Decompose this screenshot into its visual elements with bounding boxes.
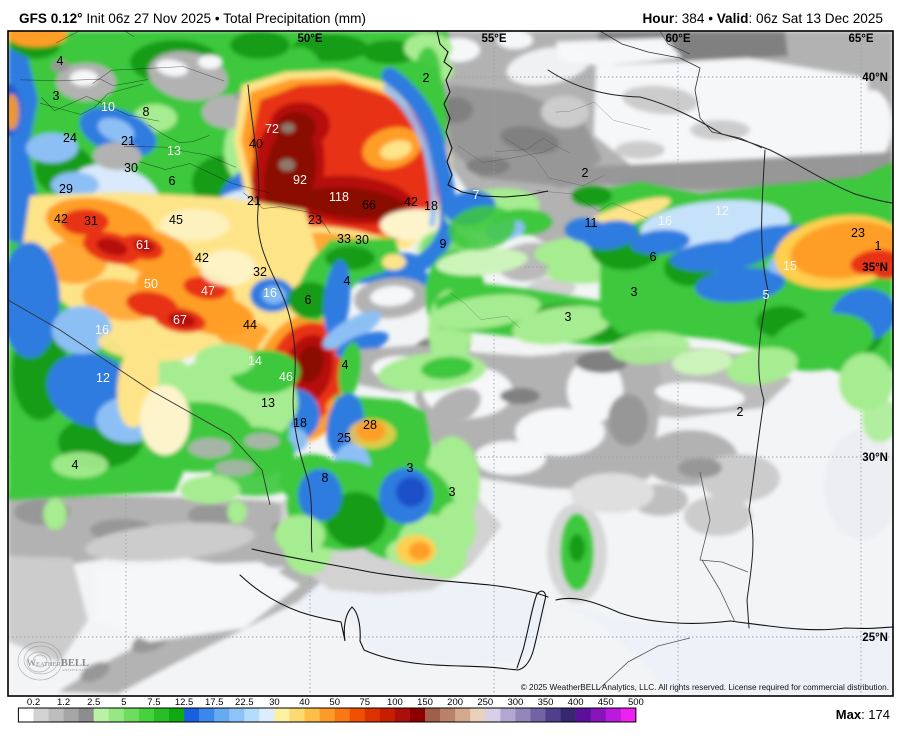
svg-text:61: 61 [136,238,150,252]
svg-text:4: 4 [72,458,79,472]
svg-text:Hour: 384 • Valid: 06z Sat 13: Hour: 384 • Valid: 06z Sat 13 Dec 2025 [642,11,883,26]
svg-text:16: 16 [95,323,109,337]
svg-text:42: 42 [54,212,68,226]
svg-text:3: 3 [449,485,456,499]
svg-text:45: 45 [169,213,183,227]
svg-text:46: 46 [279,370,293,384]
svg-text:2.5: 2.5 [87,697,100,708]
svg-text:4: 4 [57,54,64,68]
svg-text:25°N: 25°N [862,632,888,644]
svg-text:0.2: 0.2 [27,697,40,708]
svg-text:21: 21 [121,134,135,148]
svg-text:50: 50 [144,277,158,291]
svg-text:40: 40 [299,697,310,708]
svg-text:25: 25 [337,431,351,445]
svg-text:15: 15 [783,259,797,273]
svg-text:5: 5 [121,697,126,708]
svg-text:8: 8 [143,105,150,119]
svg-text:2: 2 [423,71,430,85]
svg-text:29: 29 [59,182,73,196]
svg-text:72: 72 [265,122,279,136]
svg-text:4: 4 [344,274,351,288]
svg-text:8: 8 [322,471,329,485]
svg-text:44: 44 [243,318,257,332]
svg-text:30: 30 [124,161,138,175]
svg-text:30: 30 [355,233,369,247]
svg-text:67: 67 [173,313,187,327]
svg-text:3: 3 [631,285,638,299]
svg-text:21: 21 [247,194,261,208]
svg-text:3: 3 [407,461,414,475]
svg-text:2: 2 [737,405,744,419]
svg-text:12.5: 12.5 [175,697,194,708]
svg-text:250: 250 [477,697,493,708]
svg-text:3: 3 [53,89,60,103]
svg-text:2: 2 [582,166,589,180]
svg-text:12: 12 [715,204,729,218]
svg-text:500: 500 [628,697,644,708]
svg-text:92: 92 [293,173,307,187]
svg-text:6: 6 [169,174,176,188]
svg-text:30°N: 30°N [862,452,888,464]
svg-text:350: 350 [538,697,554,708]
svg-text:75: 75 [360,697,371,708]
svg-text:100: 100 [387,697,403,708]
svg-text:22.5: 22.5 [235,697,254,708]
svg-text:ANALYTICS LLC: ANALYTICS LLC [62,668,90,672]
svg-text:10: 10 [101,100,115,114]
svg-text:7: 7 [473,188,480,202]
svg-text:16: 16 [263,286,277,300]
svg-text:24: 24 [63,131,77,145]
svg-text:WEATHERBELL: WEATHERBELL [27,658,89,669]
svg-text:33: 33 [337,232,351,246]
svg-text:14: 14 [248,354,262,368]
svg-text:9: 9 [440,237,447,251]
svg-text:5: 5 [763,288,770,302]
svg-text:65°E: 65°E [848,33,873,45]
svg-text:40°N: 40°N [862,72,888,84]
svg-text:150: 150 [417,697,433,708]
svg-text:32: 32 [253,265,267,279]
svg-text:42: 42 [195,251,209,265]
svg-text:18: 18 [424,199,438,213]
svg-text:42: 42 [404,195,418,209]
svg-text:7.5: 7.5 [147,697,160,708]
svg-text:12: 12 [96,371,110,385]
svg-text:23: 23 [308,213,322,227]
svg-text:6: 6 [305,293,312,307]
svg-text:GFS 0.12° Init 06z 27 Nov 2025: GFS 0.12° Init 06z 27 Nov 2025 • Total P… [19,11,366,26]
svg-text:400: 400 [568,697,584,708]
svg-text:118: 118 [329,190,349,204]
svg-text:66: 66 [362,198,376,212]
svg-text:23: 23 [851,226,865,240]
svg-text:200: 200 [447,697,463,708]
svg-text:13: 13 [261,396,275,410]
svg-text:11: 11 [585,216,598,230]
svg-text:300: 300 [507,697,523,708]
svg-text:1.2: 1.2 [57,697,70,708]
svg-text:17.5: 17.5 [205,697,224,708]
svg-text:6: 6 [650,250,657,264]
svg-text:55°E: 55°E [481,33,506,45]
svg-text:50: 50 [329,697,340,708]
svg-text:1: 1 [875,239,882,253]
svg-text:50°E: 50°E [297,33,322,45]
svg-text:© 2025 WeatherBELL Analytics,: © 2025 WeatherBELL Analytics, LLC. All r… [521,683,889,692]
svg-text:4: 4 [342,358,349,372]
svg-text:450: 450 [598,697,614,708]
svg-text:47: 47 [201,284,215,298]
svg-text:30: 30 [269,697,280,708]
svg-text:28: 28 [363,418,377,432]
svg-text:60°E: 60°E [665,33,690,45]
svg-text:31: 31 [84,214,98,228]
svg-text:Max: 174: Max: 174 [836,707,890,722]
svg-text:16: 16 [658,214,672,228]
svg-text:40: 40 [249,137,263,151]
svg-text:18: 18 [293,416,307,430]
svg-text:13: 13 [167,144,181,158]
svg-text:3: 3 [565,310,572,324]
svg-text:35°N: 35°N [862,262,888,274]
